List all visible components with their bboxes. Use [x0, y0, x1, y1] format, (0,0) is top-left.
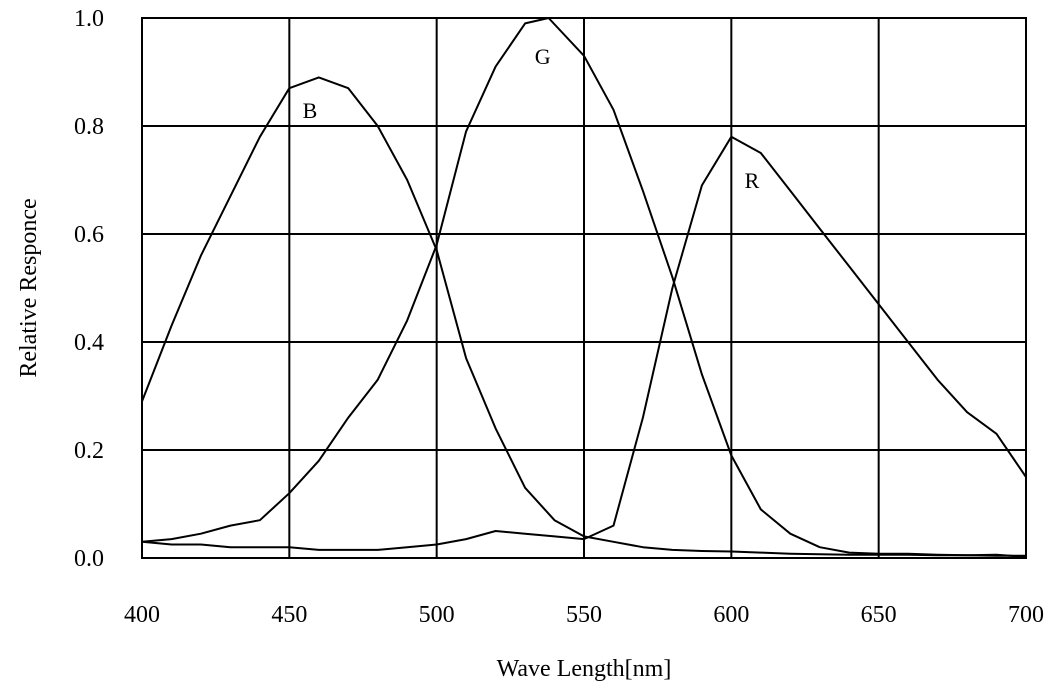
x-tick-label: 450: [271, 602, 307, 628]
y-axis-title: Relative Responce: [16, 198, 42, 377]
series-label-b: B: [303, 98, 318, 123]
y-tick-label: 0.8: [74, 114, 104, 140]
y-tick-label: 0.0: [74, 546, 104, 572]
series-lines: [141, 17, 1027, 558]
x-tick-label: 400: [124, 602, 160, 628]
series-line-g: [141, 17, 1027, 558]
y-tick-label: 0.4: [74, 330, 104, 356]
series-labels: B G R: [303, 44, 760, 193]
x-tick-labels: 400 450 500 550 600 650 700: [124, 602, 1044, 628]
x-axis-title: Wave Length[nm]: [497, 656, 672, 682]
series-label-g: G: [535, 44, 551, 69]
x-tick-label: 650: [861, 602, 897, 628]
x-tick-label: 700: [1008, 602, 1044, 628]
x-tick-label: 600: [713, 602, 749, 628]
x-tick-label: 500: [419, 602, 455, 628]
y-tick-labels: 0.0 0.2 0.4 0.6 0.8 1.0: [74, 6, 104, 572]
y-tick-label: 1.0: [74, 6, 104, 32]
series-line-r: [141, 135, 1027, 551]
x-tick-label: 550: [566, 602, 602, 628]
series-label-r: R: [745, 168, 760, 193]
y-tick-label: 0.2: [74, 438, 104, 464]
y-tick-label: 0.6: [74, 222, 104, 248]
series-line-b: [141, 76, 1026, 557]
grid: [141, 17, 1027, 559]
plot-frame: [141, 17, 1027, 559]
